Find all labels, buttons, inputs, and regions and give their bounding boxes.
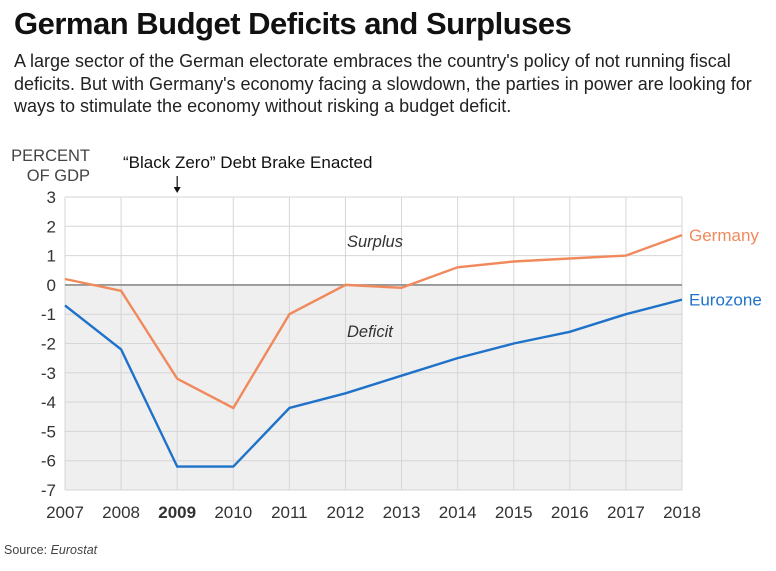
series-labels: Germany Eurozone [689, 226, 762, 309]
y-tick-label: 3 [47, 188, 56, 207]
x-tick-label-2012: 2012 [327, 503, 365, 522]
source-name: Eurostat [50, 543, 98, 557]
series-label-eurozone: Eurozone [689, 291, 762, 310]
y-axis-title-line-2: OF GDP [27, 167, 90, 185]
y-tick-label: 2 [47, 217, 56, 236]
annotation-arrow-head [173, 187, 181, 193]
y-tick-label: -3 [41, 364, 56, 383]
chart-subtitle: A large sector of the German electorate … [14, 51, 752, 116]
series-lines [64, 233, 683, 468]
x-tick-label-2018: 2018 [663, 503, 701, 522]
y-axis-title-line-1: PERCENT [11, 147, 90, 165]
x-tick-label-2015: 2015 [495, 503, 533, 522]
y-tick-label: -4 [41, 393, 56, 412]
x-tick-label-2010: 2010 [214, 503, 252, 522]
x-tick-label-2008: 2008 [102, 503, 140, 522]
series-label-germany: Germany [689, 226, 759, 245]
y-tick-label: 0 [47, 276, 56, 295]
series-line-germany [64, 233, 683, 410]
y-tick-label: -7 [41, 481, 56, 500]
x-tick-label-2013: 2013 [383, 503, 421, 522]
gridlines [64, 196, 683, 491]
y-tick-label: -6 [41, 452, 56, 471]
annotation-text: “Black Zero” Debt Brake Enacted [123, 153, 372, 172]
x-tick-label-2016: 2016 [551, 503, 589, 522]
y-tick-label: 1 [47, 247, 56, 266]
x-tick-label-2007: 2007 [46, 503, 84, 522]
x-tick-label-2017: 2017 [607, 503, 645, 522]
chart-title: German Budget Deficits and Surpluses [14, 6, 572, 41]
deficit-region-background [65, 284, 682, 490]
source-note: Source: Eurostat [4, 543, 97, 557]
series-line-eurozone [64, 298, 683, 468]
x-axis-ticks: 2007 2008 2009 2010 2011 2012 2013 2014 2015 2016… [46, 503, 701, 522]
deficit-region-label: Deficit [347, 323, 394, 341]
x-tick-label-2009: 2009 [158, 503, 196, 522]
source-label: Source: [4, 543, 51, 557]
annotation-arrow [173, 176, 181, 193]
surplus-region-label: Surplus [347, 233, 403, 251]
x-tick-label-2011: 2011 [271, 503, 308, 522]
x-tick-label-2014: 2014 [439, 503, 477, 522]
y-axis-ticks: 3 2 1 0 -1 -2 -3 -4 -5 -6 -7 [41, 188, 56, 500]
y-tick-label: -2 [41, 335, 56, 354]
y-tick-label: -5 [41, 422, 56, 441]
y-tick-label: -1 [41, 305, 56, 324]
